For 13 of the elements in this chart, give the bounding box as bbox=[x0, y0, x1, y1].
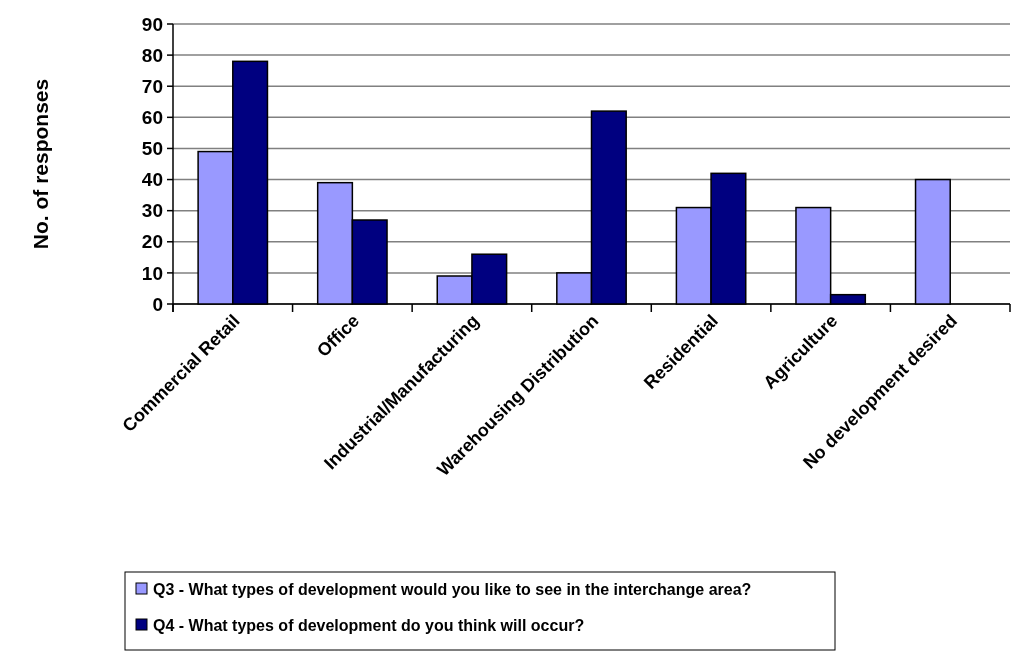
y-tick-label: 10 bbox=[141, 262, 163, 284]
y-tick-label: 30 bbox=[141, 200, 163, 222]
legend-label: Q4 - What types of development do you think will occur? bbox=[153, 616, 585, 634]
y-tick-label: 20 bbox=[141, 231, 163, 253]
y-tick-label: 0 bbox=[152, 293, 163, 315]
y-tick-label: 90 bbox=[141, 13, 163, 35]
y-tick-label: 60 bbox=[141, 106, 163, 128]
y-tick-label: 50 bbox=[141, 138, 163, 160]
y-tick-label: 70 bbox=[141, 75, 163, 97]
y-axis-title: No. of responses bbox=[29, 78, 52, 250]
y-tick-label: 40 bbox=[141, 169, 163, 191]
y-tick-label: 80 bbox=[141, 44, 163, 66]
legend-label: Q3 - What types of development would you like to see in the interchange area? bbox=[153, 580, 752, 598]
